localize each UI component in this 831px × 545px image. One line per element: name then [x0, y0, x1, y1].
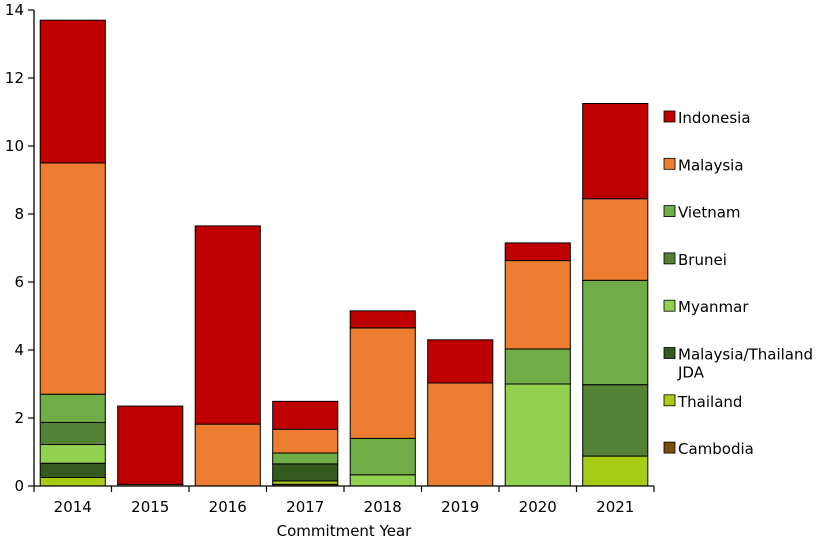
bar-segment-2021-vietnam: [582, 279, 649, 386]
bar-segment-2020-vietnam: [504, 348, 571, 385]
legend-label-myanmar: Myanmar: [678, 298, 749, 316]
bar-segment-2018-vietnam: [349, 437, 416, 476]
bar-segment-2018-malaysia: [349, 327, 416, 439]
legend-swatch-myanmar: [663, 299, 676, 312]
legend-swatch-malaysia: [663, 157, 676, 170]
bar-segment-2020-malaysia: [504, 260, 571, 350]
x-tick-label: 2014: [54, 498, 92, 516]
legend-label-line: JDA: [677, 364, 705, 382]
x-tick-label: 2019: [441, 498, 479, 516]
bar-segment-2016-indonesia: [194, 225, 261, 425]
bar-segment-2021-indonesia: [582, 103, 649, 200]
bar-segment-2014-malaysia: [39, 162, 106, 395]
bar-segment-2017-malaysia: [272, 428, 339, 454]
bar-segment-2014-vietnam: [39, 393, 106, 423]
y-ticks-layer: 0 2 4 6 8 10 12 14: [5, 1, 34, 495]
bar-segment-2017-vietnam: [272, 452, 339, 465]
legend-label-indonesia: Indonesia: [678, 109, 751, 127]
x-tick-label: 2017: [286, 498, 324, 516]
y-tick-label: 12: [5, 69, 24, 87]
y-tick-label: 8: [14, 205, 24, 223]
y-tick-label: 0: [14, 477, 24, 495]
legend-swatch-vietnam: [663, 205, 676, 218]
bar-segment-2016-malaysia: [194, 423, 261, 487]
bar-segment-2021-thailand: [582, 455, 649, 487]
legend-swatch-indonesia: [663, 110, 676, 123]
bar-segment-2021-brunei: [582, 384, 649, 457]
legend: Indonesia Malaysia Vietnam Brunei Myanmar Mal…: [663, 109, 813, 458]
bar-segment-2019-malaysia: [427, 382, 494, 487]
legend-label-malaysia: Malaysia: [678, 156, 744, 174]
y-tick-label: 4: [14, 341, 24, 359]
y-tick-label: 6: [14, 273, 24, 291]
legend-swatch-malaysia-thailand-jda: [663, 347, 676, 359]
x-tick-label: 2015: [131, 498, 169, 516]
x-tick-label: 2020: [519, 498, 557, 516]
bar-segment-2014-thailand: [39, 477, 106, 487]
bar-segment-2018-myanmar: [349, 474, 416, 487]
bar-segment-2017-indonesia: [272, 400, 339, 430]
bar-segment-2020-indonesia: [504, 242, 571, 262]
y-tick-label: 2: [14, 409, 24, 427]
legend-label-cambodia: Cambodia: [678, 440, 754, 458]
bar-segment-2014-brunei: [39, 421, 106, 446]
legend-label-vietnam: Vietnam: [678, 204, 741, 222]
bar-segment-2014-myanmar: [39, 444, 106, 464]
legend-swatch-cambodia: [663, 441, 676, 454]
y-tick-label: 10: [5, 137, 24, 155]
bar-segment-2021-malaysia: [582, 198, 649, 281]
x-ticks-layer: 2014 2015 2016 2017 2018 2019 2020 2021: [33, 486, 655, 516]
bar-segment-2014-malaysia-thailand-jda: [39, 462, 106, 479]
bar-segment-2017-malaysia-thailand-jda: [272, 463, 339, 482]
legend-swatch-brunei: [663, 252, 676, 265]
bars-layer: [39, 19, 649, 487]
legend-label-brunei: Brunei: [678, 251, 727, 269]
bar-segment-2017-thailand: [272, 480, 339, 485]
x-tick-label: 2021: [596, 498, 634, 516]
bar-segment-2020-myanmar: [504, 383, 571, 487]
x-tick-label: 2018: [364, 498, 402, 516]
bar-segment-2015-indonesia: [117, 405, 184, 485]
legend-swatch-thailand: [663, 394, 676, 407]
x-axis-title: Commitment Year: [277, 522, 413, 540]
x-tick-label: 2016: [209, 498, 247, 516]
legend-label-malaysia-thailand-jda: Malaysia/Thailand JDA: [677, 346, 813, 382]
legend-label-thailand: Thailand: [677, 393, 742, 411]
y-tick-label: 14: [5, 1, 24, 19]
bar-segment-2019-indonesia: [427, 339, 494, 384]
bar-segment-2018-indonesia: [349, 310, 416, 329]
legend-label-line: Malaysia/Thailand: [678, 346, 813, 364]
bar-segment-2014-indonesia: [39, 19, 106, 164]
